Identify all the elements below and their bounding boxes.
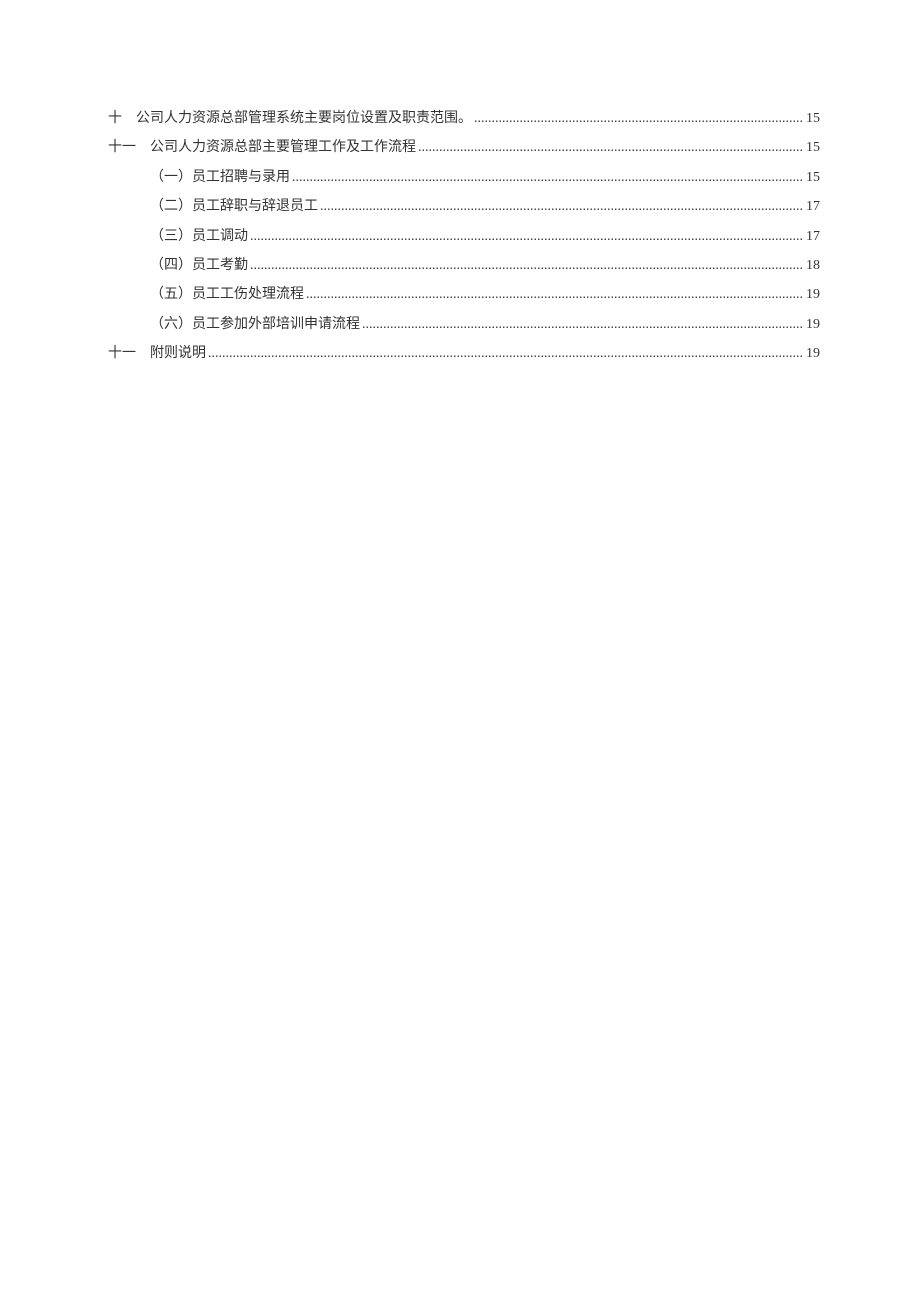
toc-entry-label: 十一公司人力资源总部主要管理工作及工作流程	[108, 137, 416, 159]
toc-entry: （四）员工考勤 18	[108, 255, 820, 277]
toc-page-number: 17	[806, 196, 820, 218]
toc-entry: （一）员工招聘与录用 15	[108, 167, 820, 189]
toc-entry: （二）员工辞职与辞退员工 17	[108, 196, 820, 218]
toc-page-number: 17	[806, 226, 820, 248]
toc-entry-label: 十一附则说明	[108, 343, 206, 365]
table-of-contents: 十公司人力资源总部管理系统主要岗位设置及职责范围。 15 十一公司人力资源总部主…	[108, 108, 820, 366]
toc-leader-dots	[208, 343, 804, 365]
toc-entry: （三）员工调动 17	[108, 226, 820, 248]
toc-entry-title: （四）员工考勤	[150, 258, 248, 273]
toc-entry-title: （五）员工工伤处理流程	[150, 287, 304, 302]
toc-entry-title: （六）员工参加外部培训申请流程	[150, 317, 360, 332]
toc-entry: 十一附则说明 19	[108, 343, 820, 365]
toc-entry-title: 附则说明	[150, 346, 206, 361]
toc-leader-dots	[320, 196, 804, 218]
toc-entry-label: （六）员工参加外部培训申请流程	[150, 314, 360, 336]
toc-page-number: 19	[806, 314, 820, 336]
toc-leader-dots	[362, 314, 804, 336]
toc-page-number: 15	[806, 137, 820, 159]
toc-leader-dots	[418, 137, 804, 159]
toc-leader-dots	[250, 226, 804, 248]
toc-entry: 十一公司人力资源总部主要管理工作及工作流程 15	[108, 137, 820, 159]
toc-leader-dots	[306, 284, 804, 306]
toc-entry: （六）员工参加外部培训申请流程 19	[108, 314, 820, 336]
toc-chapter-number: 十	[108, 108, 122, 130]
toc-entry-title: （一）员工招聘与录用	[150, 170, 290, 185]
toc-entry-label: （二）员工辞职与辞退员工	[150, 196, 318, 218]
toc-entry-title: 公司人力资源总部管理系统主要岗位设置及职责范围。	[136, 111, 472, 126]
toc-entry-label: （三）员工调动	[150, 226, 248, 248]
toc-leader-dots	[250, 255, 804, 277]
toc-entry-title: 公司人力资源总部主要管理工作及工作流程	[150, 140, 416, 155]
toc-entry-label: 十公司人力资源总部管理系统主要岗位设置及职责范围。	[108, 108, 472, 130]
toc-page-number: 18	[806, 255, 820, 277]
toc-page-number: 15	[806, 108, 820, 130]
toc-leader-dots	[292, 167, 804, 189]
toc-entry-label: （四）员工考勤	[150, 255, 248, 277]
toc-entry-title: （二）员工辞职与辞退员工	[150, 199, 318, 214]
toc-entry-title: （三）员工调动	[150, 229, 248, 244]
toc-page-number: 19	[806, 343, 820, 365]
toc-chapter-number: 十一	[108, 137, 136, 159]
toc-entry: 十公司人力资源总部管理系统主要岗位设置及职责范围。 15	[108, 108, 820, 130]
toc-leader-dots	[474, 108, 804, 130]
toc-page-number: 15	[806, 167, 820, 189]
toc-page-number: 19	[806, 284, 820, 306]
toc-chapter-number: 十一	[108, 343, 136, 365]
toc-entry-label: （一）员工招聘与录用	[150, 167, 290, 189]
toc-entry: （五）员工工伤处理流程 19	[108, 284, 820, 306]
toc-entry-label: （五）员工工伤处理流程	[150, 284, 304, 306]
